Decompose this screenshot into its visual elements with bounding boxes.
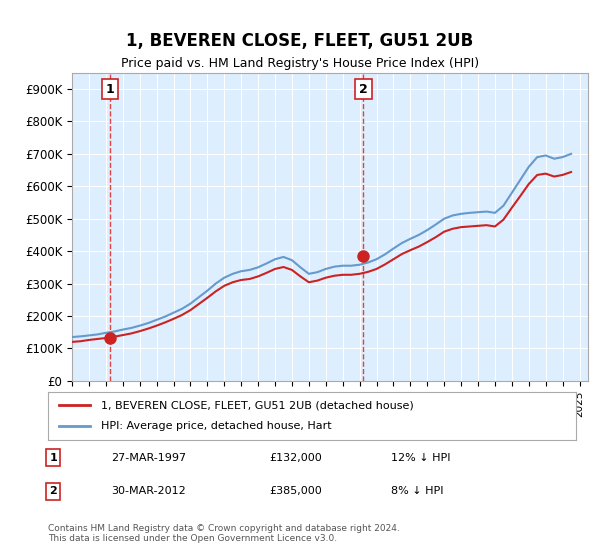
- Text: 27-MAR-1997: 27-MAR-1997: [112, 453, 187, 463]
- Text: 1, BEVEREN CLOSE, FLEET, GU51 2UB (detached house): 1, BEVEREN CLOSE, FLEET, GU51 2UB (detac…: [101, 400, 413, 410]
- Text: 1: 1: [49, 453, 57, 463]
- Text: 2: 2: [49, 487, 57, 496]
- Text: HPI: Average price, detached house, Hart: HPI: Average price, detached house, Hart: [101, 421, 331, 431]
- Text: 1: 1: [106, 82, 114, 96]
- Text: 12% ↓ HPI: 12% ↓ HPI: [391, 453, 451, 463]
- Text: Contains HM Land Registry data © Crown copyright and database right 2024.
This d: Contains HM Land Registry data © Crown c…: [48, 524, 400, 543]
- Text: 30-MAR-2012: 30-MAR-2012: [112, 487, 186, 496]
- Text: Price paid vs. HM Land Registry's House Price Index (HPI): Price paid vs. HM Land Registry's House …: [121, 57, 479, 70]
- Text: £385,000: £385,000: [270, 487, 323, 496]
- Text: 1, BEVEREN CLOSE, FLEET, GU51 2UB: 1, BEVEREN CLOSE, FLEET, GU51 2UB: [127, 32, 473, 50]
- Text: 2: 2: [359, 82, 368, 96]
- Text: 8% ↓ HPI: 8% ↓ HPI: [391, 487, 444, 496]
- Text: £132,000: £132,000: [270, 453, 323, 463]
